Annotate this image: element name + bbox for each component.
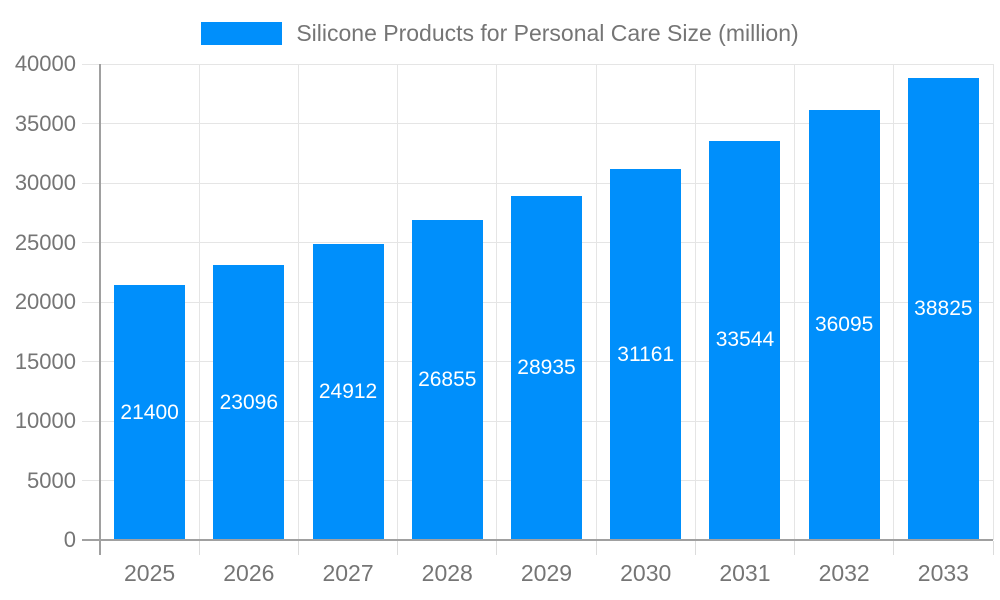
x-axis-tick [496,541,498,555]
x-gridline [397,64,399,540]
x-axis-label-2032: 2032 [818,560,870,586]
bar-value-label: 24912 [318,379,378,403]
x-axis-tick [198,541,200,555]
legend[interactable]: Silicone Products for Personal Care Size… [0,20,1000,46]
legend-label: Silicone Products for Personal Care Size… [296,19,799,46]
x-axis-tick [595,541,597,555]
y-axis-label: 40000 [14,51,76,76]
y-axis-line [99,64,101,555]
x-axis-label-2030: 2030 [620,560,672,586]
x-axis-tick [694,541,696,555]
y-gridline [82,63,993,65]
bar-2031[interactable]: 33544 [709,140,781,540]
x-axis-label-2025: 2025 [124,560,176,586]
bar-value-label: 28935 [517,355,576,379]
x-gridline [595,64,597,540]
x-gridline [694,64,696,540]
x-gridline [893,64,895,540]
x-axis-label-2027: 2027 [322,560,374,586]
y-axis-label: 30000 [14,170,76,195]
x-axis-label-2026: 2026 [223,560,275,586]
x-axis-label-2028: 2028 [421,560,473,586]
y-axis-label: 0 [63,527,76,552]
bar-value-label: 33544 [715,328,775,352]
x-axis-tick [794,541,796,555]
x-axis-tick [992,541,994,555]
bar-value-label: 36095 [814,313,874,337]
x-gridline [992,64,994,540]
bar-2025[interactable]: 21400 [114,285,186,540]
x-axis-label-2029: 2029 [520,560,573,586]
bar-value-label: 31161 [617,342,675,366]
y-axis-label: 25000 [14,229,76,255]
y-gridline [82,123,993,124]
bar-value-label: 38825 [914,296,973,320]
x-gridline [496,64,498,540]
y-axis-label: 15000 [14,348,76,374]
bar-2032[interactable]: 36095 [808,110,880,540]
bar-2027[interactable]: 24912 [312,243,384,540]
y-axis-label: 35000 [14,110,76,136]
bar-value-label: 26855 [418,368,477,392]
x-axis-tick [397,541,399,555]
x-gridline [297,64,299,540]
x-gridline [794,64,796,540]
bar-value-label: 21400 [120,400,179,424]
legend-swatch [201,21,283,45]
x-axis-label-2033: 2033 [917,560,969,586]
y-axis-label: 20000 [14,289,76,314]
bar-2030[interactable]: 31161 [610,169,682,540]
bar-2026[interactable]: 23096 [213,265,285,540]
y-gridline [82,182,993,184]
bar-2028[interactable]: 26855 [411,220,483,540]
x-gridline [198,64,200,540]
bar-2029[interactable]: 28935 [511,195,582,540]
x-axis-tick [297,541,299,555]
bar-2033[interactable]: 38825 [907,77,979,540]
bar-value-label: 23096 [219,390,279,414]
x-axis-tick [893,541,895,555]
x-axis-line [82,539,993,541]
y-axis-label: 5000 [27,467,76,493]
y-axis-label: 10000 [14,408,76,433]
x-axis-label-2031: 2031 [719,560,771,586]
